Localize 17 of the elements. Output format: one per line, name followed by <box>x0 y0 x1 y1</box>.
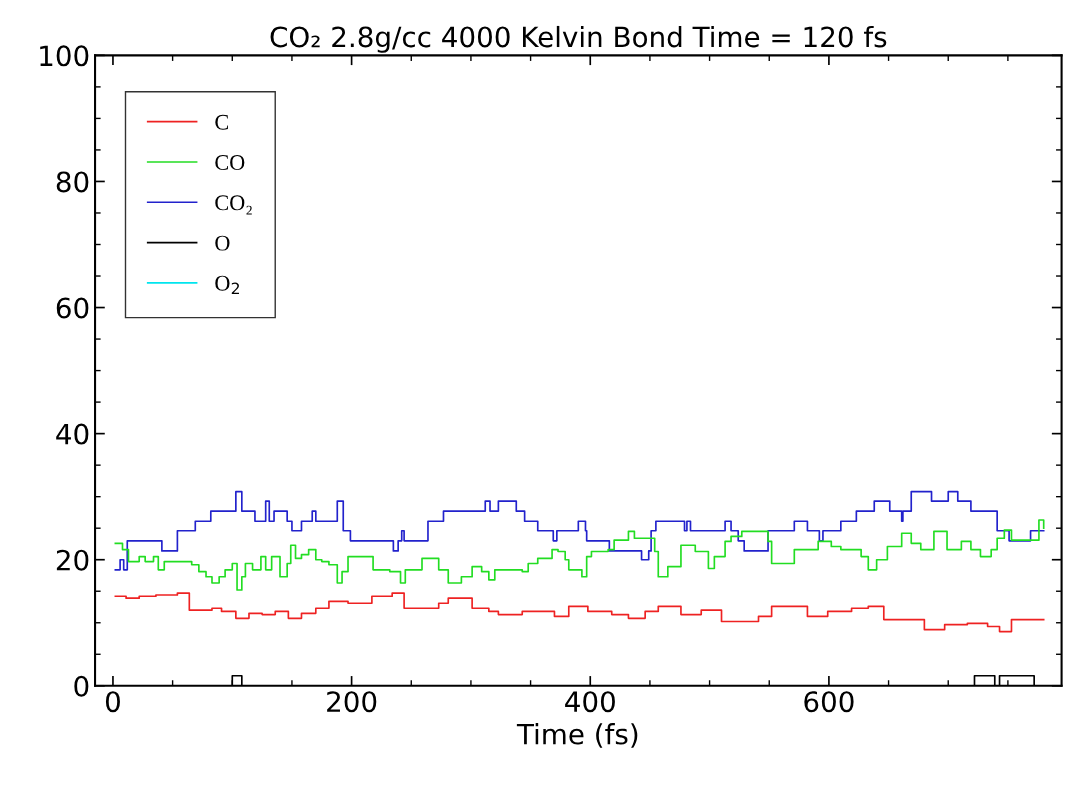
y-tick-label: 80 <box>56 171 89 193</box>
y-tick-label: 100 <box>40 45 89 67</box>
x-tick-label: 200 <box>327 691 377 713</box>
y-tick-label: 0 <box>74 675 89 697</box>
legend-label: C <box>215 114 228 130</box>
x-axis-title: Time (fs) <box>516 723 638 748</box>
chart-title: CO₂ 2.8g/cc 4000 Kelvin Bond Time = 120 fs <box>270 25 887 53</box>
legend-label: O <box>215 235 230 251</box>
y-tick-label: 60 <box>56 297 89 319</box>
legend-label: O$_{2}$ <box>215 275 239 295</box>
y-tick-label: 40 <box>56 423 89 445</box>
x-tick-label: 0 <box>105 691 120 713</box>
legend-label: CO₂ <box>215 195 252 215</box>
y-tick-label: 20 <box>56 549 89 571</box>
x-tick-label: 400 <box>565 691 615 713</box>
x-tick-label: 600 <box>804 691 854 713</box>
legend-label: CO <box>215 155 245 170</box>
